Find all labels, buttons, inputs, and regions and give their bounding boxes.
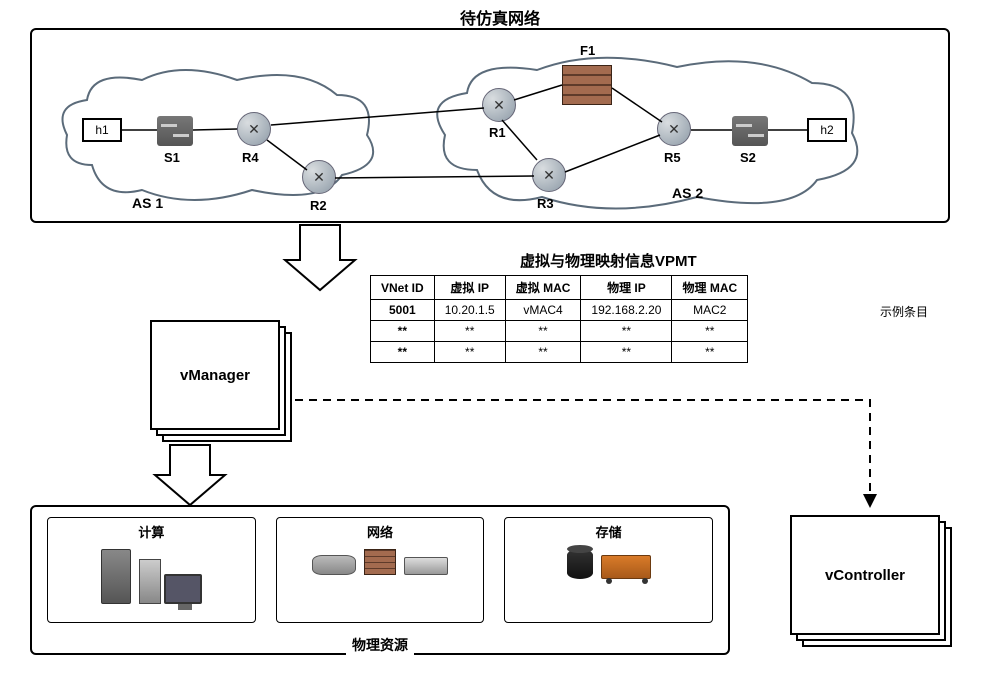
node-r3-icon: ✕ [532, 158, 566, 192]
vcontroller-label: vController [790, 515, 940, 635]
router-flat-icon [312, 555, 356, 575]
node-r5-label: R5 [664, 150, 681, 165]
node-s2-icon [732, 116, 768, 146]
vpmt-row-0: 5001 10.20.1.5 vMAC4 192.168.2.20 MAC2 [371, 300, 748, 321]
database-icon [567, 549, 593, 579]
vpmt-title: 虚拟与物理映射信息VPMT [520, 250, 697, 271]
node-r5-icon: ✕ [657, 112, 691, 146]
switch-flat-icon [404, 557, 448, 575]
vpmt-h3: 物理 IP [581, 276, 672, 300]
node-s2-label: S2 [740, 150, 756, 165]
storage-appliance-icon [601, 555, 651, 579]
vmanager-label: vManager [150, 320, 280, 430]
node-s1-label: S1 [164, 150, 180, 165]
node-r4-icon: ✕ [237, 112, 271, 146]
physical-resources-box: 计算 网络 存储 物理资源 [30, 505, 730, 655]
vpmt-header-row: VNet ID 虚拟 IP 虚拟 MAC 物理 IP 物理 MAC [371, 276, 748, 300]
firewall-small-icon [364, 549, 396, 575]
cloud-as1-label: AS 1 [132, 195, 163, 211]
node-r4-label: R4 [242, 150, 259, 165]
node-h1: h1 [82, 118, 122, 142]
simulated-network-box: AS 1 AS 2 h1 S1 ✕ R4 ✕ R2 ✕ R1 ✕ R3 F1 ✕… [30, 28, 950, 223]
node-r2-icon: ✕ [302, 160, 336, 194]
node-f1-icon [562, 65, 612, 105]
diagram-title: 待仿真网络 [460, 5, 540, 29]
cloud-as2-label: AS 2 [672, 185, 703, 201]
node-f1-label: F1 [580, 43, 595, 58]
node-r1-icon: ✕ [482, 88, 516, 122]
node-r3-label: R3 [537, 196, 554, 211]
node-r1-label: R1 [489, 125, 506, 140]
node-r2-label: R2 [310, 198, 327, 213]
node-s1-icon [157, 116, 193, 146]
pc-tower-icon [139, 559, 161, 604]
res-storage-title: 存储 [596, 522, 622, 541]
server-rack-icon [101, 549, 131, 604]
vpmt-h4: 物理 MAC [672, 276, 748, 300]
res-compute: 计算 [47, 517, 256, 623]
res-network: 网络 [276, 517, 485, 623]
res-network-title: 网络 [367, 522, 393, 541]
vpmt-h1: 虚拟 IP [434, 276, 505, 300]
physical-resources-label: 物理资源 [346, 635, 414, 655]
vpmt-h0: VNet ID [371, 276, 435, 300]
res-compute-title: 计算 [138, 522, 164, 541]
pc-monitor-icon [164, 574, 202, 604]
node-h2: h2 [807, 118, 847, 142]
vpmt-h2: 虚拟 MAC [505, 276, 581, 300]
vpmt-table: VNet ID 虚拟 IP 虚拟 MAC 物理 IP 物理 MAC 5001 1… [370, 275, 748, 363]
vpmt-row-1: ** ** ** ** ** [371, 321, 748, 342]
vpmt-row-2: ** ** ** ** ** [371, 342, 748, 363]
vpmt-example-label: 示例条目 [880, 303, 928, 320]
res-storage: 存储 [504, 517, 713, 623]
